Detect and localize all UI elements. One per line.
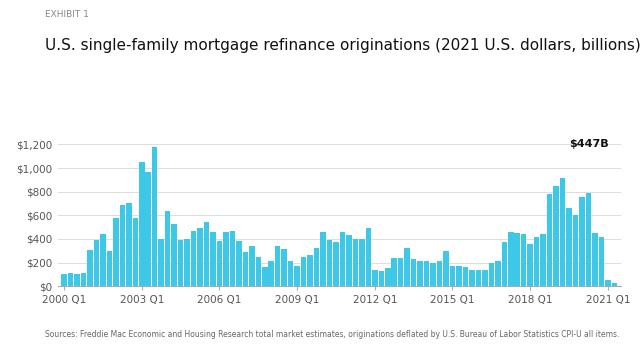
- Bar: [436, 261, 442, 286]
- Bar: [482, 270, 488, 286]
- Bar: [554, 186, 559, 286]
- Bar: [424, 261, 429, 286]
- Bar: [378, 271, 384, 286]
- Bar: [488, 262, 494, 286]
- Bar: [372, 270, 378, 286]
- Bar: [327, 240, 332, 286]
- Bar: [255, 257, 261, 286]
- Bar: [74, 274, 80, 286]
- Bar: [126, 203, 132, 286]
- Bar: [365, 228, 371, 286]
- Bar: [68, 273, 74, 286]
- Bar: [165, 210, 170, 286]
- Bar: [184, 239, 190, 286]
- Bar: [268, 261, 274, 286]
- Bar: [210, 232, 216, 286]
- Bar: [145, 172, 151, 286]
- Bar: [547, 194, 552, 286]
- Bar: [417, 261, 423, 286]
- Bar: [314, 248, 319, 286]
- Bar: [223, 232, 228, 286]
- Bar: [236, 241, 242, 286]
- Bar: [178, 239, 183, 286]
- Bar: [398, 258, 403, 286]
- Text: U.S. single-family mortgage refinance originations (2021 U.S. dollars, billions): U.S. single-family mortgage refinance or…: [45, 38, 640, 53]
- Bar: [495, 261, 500, 286]
- Bar: [120, 205, 125, 286]
- Bar: [275, 246, 280, 286]
- Bar: [404, 248, 410, 286]
- Bar: [463, 267, 468, 286]
- Bar: [93, 240, 99, 286]
- Text: Sources: Freddie Mac Economic and Housing Research total market estimates, origi: Sources: Freddie Mac Economic and Housin…: [45, 329, 619, 339]
- Bar: [527, 244, 533, 286]
- Bar: [540, 233, 546, 286]
- Bar: [560, 178, 565, 286]
- Bar: [282, 249, 287, 286]
- Bar: [385, 268, 390, 286]
- Bar: [243, 252, 248, 286]
- Bar: [191, 231, 196, 286]
- Bar: [217, 241, 222, 286]
- Bar: [469, 270, 475, 286]
- Bar: [534, 237, 540, 286]
- Bar: [333, 243, 339, 286]
- Bar: [430, 262, 436, 286]
- Bar: [262, 267, 268, 286]
- Bar: [197, 228, 203, 286]
- Bar: [301, 257, 307, 286]
- Bar: [87, 250, 93, 286]
- Bar: [353, 239, 358, 286]
- Bar: [152, 147, 157, 286]
- Bar: [204, 222, 209, 286]
- Bar: [476, 270, 481, 286]
- Bar: [450, 266, 455, 286]
- Bar: [508, 232, 513, 286]
- Bar: [612, 283, 617, 286]
- Bar: [605, 280, 611, 286]
- Bar: [456, 266, 461, 286]
- Bar: [598, 237, 604, 286]
- Bar: [320, 232, 326, 286]
- Bar: [340, 232, 345, 286]
- Bar: [288, 261, 293, 286]
- Bar: [294, 266, 300, 286]
- Bar: [359, 239, 365, 286]
- Bar: [81, 273, 86, 286]
- Bar: [521, 234, 527, 286]
- Bar: [444, 251, 449, 286]
- Bar: [230, 231, 235, 286]
- Bar: [249, 246, 255, 286]
- Bar: [307, 255, 313, 286]
- Bar: [573, 215, 578, 286]
- Bar: [113, 218, 118, 286]
- Bar: [100, 233, 106, 286]
- Bar: [346, 235, 351, 286]
- Bar: [139, 162, 145, 286]
- Bar: [159, 239, 164, 286]
- Bar: [566, 208, 572, 286]
- Bar: [586, 193, 591, 286]
- Bar: [515, 233, 520, 286]
- Bar: [411, 259, 417, 286]
- Bar: [392, 258, 397, 286]
- Bar: [502, 243, 507, 286]
- Bar: [579, 197, 585, 286]
- Text: $447B: $447B: [569, 139, 609, 149]
- Bar: [172, 224, 177, 286]
- Bar: [107, 251, 112, 286]
- Bar: [592, 233, 598, 286]
- Text: EXHIBIT 1: EXHIBIT 1: [45, 10, 89, 20]
- Bar: [61, 274, 67, 286]
- Bar: [132, 218, 138, 286]
